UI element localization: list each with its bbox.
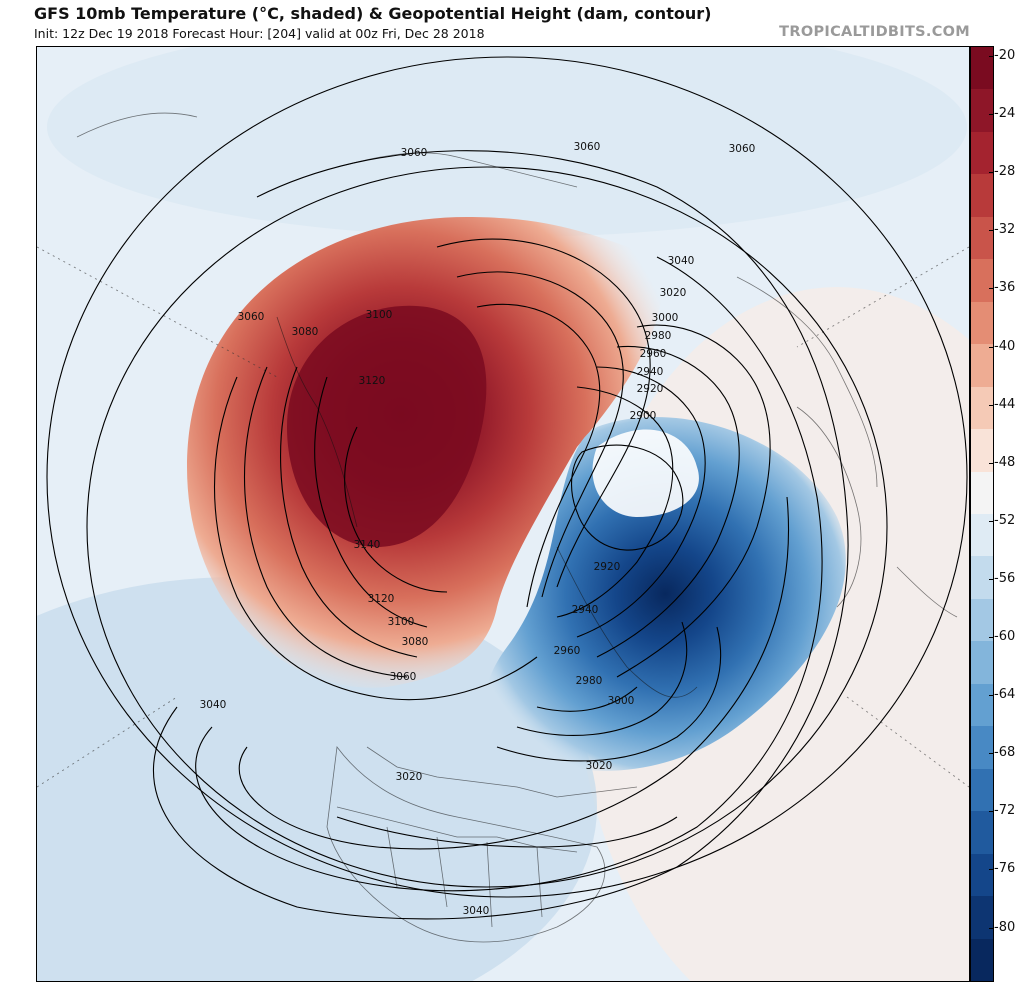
colorbar-segment [971, 174, 993, 218]
colorbar-segment [971, 471, 993, 515]
colorbar-segment [971, 811, 993, 855]
colorbar-segment [971, 216, 993, 260]
contour-label: 3020 [586, 760, 613, 772]
contour-label: 2960 [640, 348, 667, 360]
colorbar-tick-label: -36 [988, 280, 1016, 296]
colorbar-tick-label: -40 [988, 338, 1016, 354]
contour-label: 3060 [729, 143, 756, 155]
contour-label: 3100 [366, 309, 393, 321]
contour-label: 2940 [572, 604, 599, 616]
colorbar-tick-label: -76 [988, 861, 1016, 877]
colorbar-segment [971, 853, 993, 897]
contour-label: 2920 [637, 383, 664, 395]
contour-label: 3020 [660, 287, 687, 299]
contour-label: 2960 [554, 645, 581, 657]
contour-outer [46, 56, 968, 898]
colorbar-segment [971, 301, 993, 345]
contour-label: 3040 [200, 699, 227, 711]
colorbar-tick-label: -56 [988, 570, 1016, 586]
contour-labels: 3060 3060 3060 3060 3080 3100 3120 3140 3120 3100… [200, 141, 756, 917]
colorbar-segment [971, 386, 993, 430]
contour-label: 3040 [463, 905, 490, 917]
colorbar-segment [971, 556, 993, 600]
contour-label: 2920 [594, 561, 621, 573]
colorbar-tick-label: -28 [988, 164, 1016, 180]
north-cool-area [47, 47, 967, 237]
colorbar-segment [971, 429, 993, 473]
temperature-colorbar [970, 46, 994, 982]
contour-label: 3080 [402, 636, 429, 648]
colorbar-tick-label: -20 [988, 48, 1016, 63]
colorbar-tick-label: -44 [988, 396, 1016, 412]
contour-label: 2980 [576, 675, 603, 687]
contour-label: 3040 [668, 255, 695, 267]
contour-label: 2980 [645, 330, 672, 342]
pacific-cool-area [37, 577, 597, 981]
contour-label: 3060 [390, 671, 417, 683]
forecast-info: Init: 12z Dec 19 2018 Forecast Hour: [20… [34, 26, 485, 41]
colorbar-segment [971, 89, 993, 133]
colorbar-tick-label: -64 [988, 687, 1016, 703]
contour-label: 3020 [396, 771, 423, 783]
colorbar-segment [971, 344, 993, 388]
graticule [37, 246, 969, 788]
colorbar-segment [971, 131, 993, 175]
contour-label: 3060 [238, 311, 265, 323]
contour-label: 3140 [354, 539, 381, 551]
chart-title: GFS 10mb Temperature (°C, shaded) & Geop… [34, 4, 712, 23]
contour-label: 3100 [388, 616, 415, 628]
colorbar-segment [971, 259, 993, 303]
colorbar-segment [971, 726, 993, 770]
colorbar-tick-label: -72 [988, 803, 1016, 819]
colorbar-tick-label: -48 [988, 454, 1016, 470]
contour-label: 3000 [608, 695, 635, 707]
warm-core-shading [287, 305, 487, 547]
contour-label: 3060 [401, 147, 428, 159]
colorbar-tick-label: -24 [988, 106, 1016, 122]
colorbar-tick-label: -60 [988, 629, 1016, 644]
contour-label: 2900 [630, 410, 657, 422]
greenland-white-zone [592, 429, 699, 517]
colorbar-segment [971, 598, 993, 642]
contour-label: 3000 [652, 312, 679, 324]
colorbar-segment [971, 47, 993, 90]
colorbar-segment [971, 683, 993, 727]
contour-label: 3080 [292, 326, 319, 338]
colorbar-segment [971, 514, 993, 557]
map-canvas: 3060 3060 3060 3060 3080 3100 3120 3140 3120 3100… [37, 47, 969, 981]
contour-label: 3120 [359, 375, 386, 387]
colorbar-segment [971, 938, 993, 982]
contour-label: 3120 [368, 593, 395, 605]
coastlines [76, 112, 958, 943]
height-contours [46, 56, 968, 920]
colorbar-tick-label: -80 [988, 919, 1016, 935]
contour-label: 3060 [574, 141, 601, 153]
colorbar-tick-label: -68 [988, 745, 1016, 761]
colorbar-tick-label: -52 [988, 512, 1016, 528]
colorbar-segment [971, 896, 993, 940]
colorbar-tick-label: -32 [988, 222, 1016, 238]
map-panel: 3060 3060 3060 3060 3080 3100 3120 3140 3120 3100… [36, 46, 970, 982]
colorbar-segment [971, 768, 993, 812]
contour-label: 2940 [637, 366, 664, 378]
brand-watermark: TROPICALTIDBITS.COM [779, 24, 970, 40]
colorbar-segment [971, 641, 993, 685]
